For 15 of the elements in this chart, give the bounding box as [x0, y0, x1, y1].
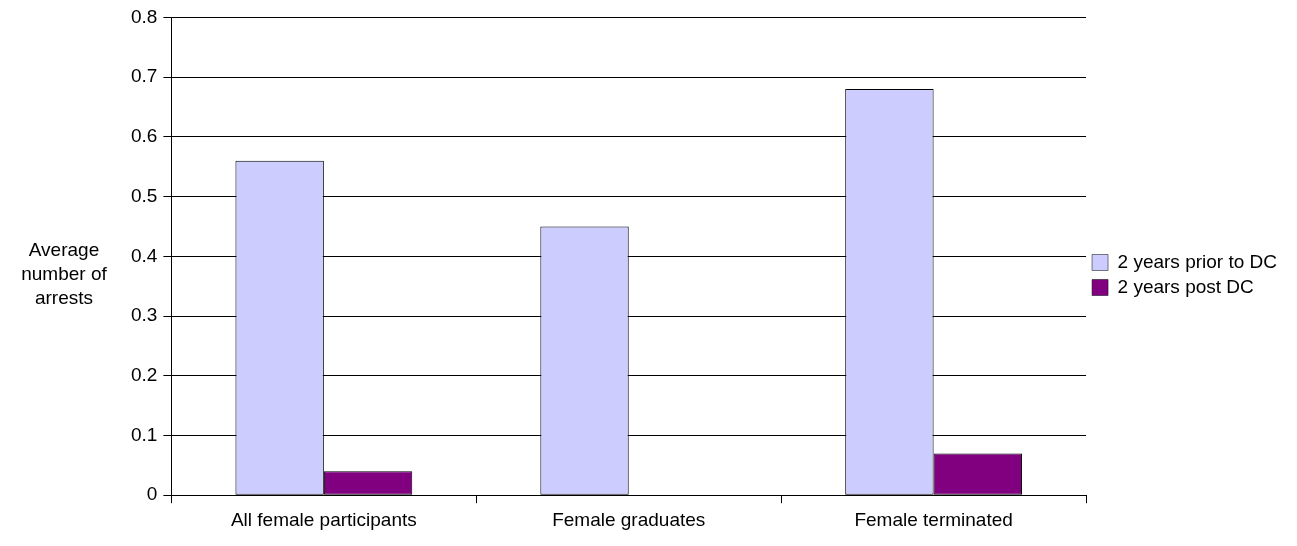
y-tick-label: 0.7 — [130, 65, 158, 87]
x-tick-label: Female graduates — [552, 508, 706, 530]
legend-label: 2 years prior to DC — [1117, 250, 1278, 272]
y-tick-label: 0.1 — [130, 423, 158, 445]
x-tick-label: All female participants — [230, 508, 417, 530]
y-tick-label: 0 — [146, 483, 158, 505]
y-tick-label: 0.6 — [130, 125, 158, 147]
legend-label: 2 years post DC — [1117, 275, 1254, 297]
y-tick-label: 0.8 — [130, 5, 158, 27]
y-axis-title: Average number of arrests — [20, 238, 108, 310]
y-tick-label: 0.4 — [130, 244, 158, 266]
y-tick-label: 0.5 — [130, 184, 158, 206]
y-tick-label: 0.2 — [130, 363, 158, 385]
x-tick-label: Female terminated — [854, 508, 1013, 530]
y-tick-label: 0.3 — [130, 304, 158, 326]
